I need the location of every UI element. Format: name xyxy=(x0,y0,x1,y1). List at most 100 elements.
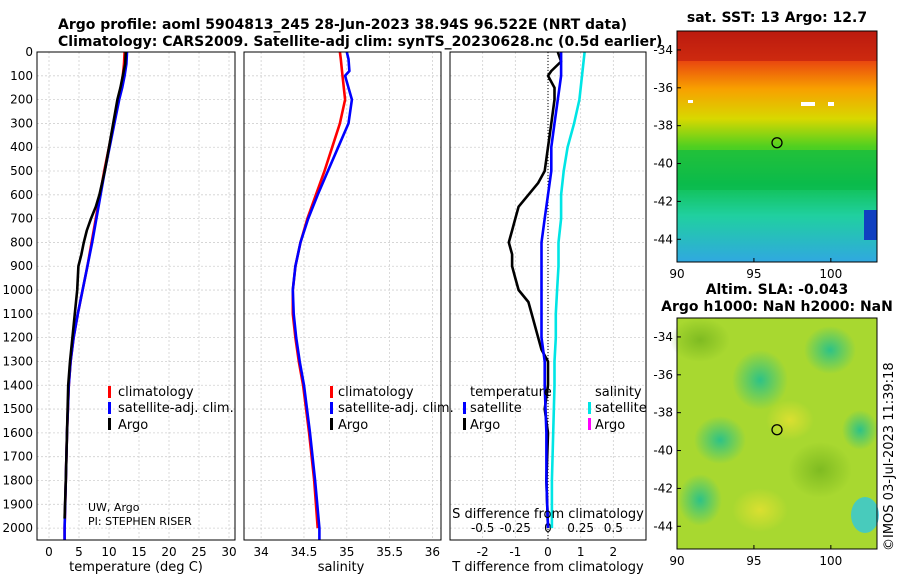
sst-cold-patch xyxy=(864,210,877,240)
map-lat-label: -38 xyxy=(653,119,673,133)
sla-eddy xyxy=(670,318,730,362)
plot-frame xyxy=(243,51,442,541)
x-tick-label: 2 xyxy=(610,545,618,559)
y-tick-label: 1500 xyxy=(2,402,33,416)
y-tick-label: 700 xyxy=(10,212,33,226)
salinity-legend: climatology satellite-adj. clim. Argo xyxy=(330,385,454,433)
x-tick-label: 15 xyxy=(131,545,146,559)
sst-missing-data xyxy=(828,102,834,106)
figure-title-line2: Climatology: CARS2009. Satellite-adj cli… xyxy=(58,34,662,50)
map-lon-label: 95 xyxy=(746,267,761,281)
y-tick-label: 800 xyxy=(10,235,33,249)
y-tick-label: 200 xyxy=(10,93,33,107)
y-tick-label: 2000 xyxy=(2,521,33,535)
sla-eddy xyxy=(851,497,879,533)
temperature-legend: climatology satellite-adj. clim. Argo xyxy=(108,385,234,433)
legend-swatch-satellite xyxy=(330,402,333,414)
legend-salinity-title: salinity xyxy=(595,385,642,400)
legend-satellite: satellite-adj. clim. xyxy=(338,401,454,416)
temperature-axis-label: temperature (deg C) xyxy=(69,560,203,575)
y-tick-label: 1600 xyxy=(2,426,33,440)
map-lat-label: -36 xyxy=(653,368,673,382)
y-tick-label: 0 xyxy=(25,45,33,59)
y-tick-label: 900 xyxy=(10,259,33,273)
legend-t-satellite: satellite xyxy=(470,401,522,416)
y-tick-label: 100 xyxy=(10,69,33,83)
x-tick-label: 5 xyxy=(75,545,83,559)
sla-eddy xyxy=(694,416,746,464)
map-lat-label: -42 xyxy=(653,481,673,495)
y-tick-label: 1000 xyxy=(2,283,33,297)
legend-climatology: climatology xyxy=(118,385,194,400)
sst-map xyxy=(676,30,878,263)
sla-eddy xyxy=(788,442,852,498)
legend-temperature-title: temperature xyxy=(470,385,552,400)
legend-swatch-climatology xyxy=(330,386,333,398)
legend-s-satellite: satellite xyxy=(595,401,647,416)
y-tick-label: 400 xyxy=(10,140,33,154)
series-line-satellite-t xyxy=(540,52,563,529)
pi-annotation: PI: STEPHEN RISER xyxy=(88,515,192,528)
sst-map-title: sat. SST: 13 Argo: 12.7 xyxy=(687,10,867,26)
map-lat-label: -36 xyxy=(653,81,673,95)
map-lat-label: -44 xyxy=(653,519,673,533)
s-tick-label: 0.5 xyxy=(604,521,623,535)
sla-eddy xyxy=(804,326,856,374)
sst-warm-band xyxy=(677,31,877,61)
sla-map-title-line2: Argo h1000: NaN h2000: NaN xyxy=(661,299,893,315)
y-tick-label: 1300 xyxy=(2,354,33,368)
salinity-profile-panel: 34 34.5 35 35.5 36 xyxy=(243,51,442,559)
legend-swatch-s-argo xyxy=(588,418,591,430)
series-line-climatology xyxy=(63,51,126,540)
series-line-argo-t xyxy=(507,51,563,529)
plot-frame xyxy=(36,51,236,541)
x-tick-label: 10 xyxy=(101,545,116,559)
y-tick-label: 600 xyxy=(10,188,33,202)
sla-eddy xyxy=(732,350,788,410)
map-lat-label: -38 xyxy=(653,406,673,420)
legend-swatch-argo xyxy=(330,418,333,430)
map-lat-label: -40 xyxy=(653,444,673,458)
y-tick-label: 1900 xyxy=(2,497,33,511)
series-line-satellite-s xyxy=(550,51,586,529)
series-line-satellite-adj-clim- xyxy=(63,51,129,540)
map-lat-label: -34 xyxy=(653,43,673,57)
s-tick-label: 0.25 xyxy=(567,521,594,535)
map-lat-label: -40 xyxy=(653,157,673,171)
plot-frame xyxy=(449,51,647,541)
s-tick-label: -0.25 xyxy=(500,521,531,535)
legend-swatch-s-satellite xyxy=(588,402,591,414)
map-lon-label: 100 xyxy=(819,554,842,568)
x-tick-label: 34 xyxy=(253,545,268,559)
series-line-satellite-adj-clim- xyxy=(291,51,354,540)
map-lon-label: 90 xyxy=(669,267,684,281)
legend-argo: Argo xyxy=(338,418,368,433)
x-tick-label: 20 xyxy=(161,545,176,559)
sst-map-axes: 90 95 100 -34 -36 -38 -40 -42 -44 xyxy=(653,43,842,281)
salinity-axis-label: salinity xyxy=(318,560,365,575)
y-tick-label: 500 xyxy=(10,164,33,178)
x-tick-label: 30 xyxy=(221,545,236,559)
legend-swatch-t-argo xyxy=(463,418,466,430)
legend-t-argo: Argo xyxy=(470,418,500,433)
temperature-profile-panel: 0100200300400500600700800900100011001200… xyxy=(2,45,236,559)
legend-swatch-satellite xyxy=(108,402,111,414)
sst-map-frame xyxy=(676,30,878,263)
x-tick-label: 25 xyxy=(191,545,206,559)
sla-map xyxy=(670,317,879,550)
s-difference-axis-label: S difference from climatology xyxy=(452,507,644,522)
map-lon-label: 95 xyxy=(746,554,761,568)
legend-swatch-climatology xyxy=(108,386,111,398)
map-lat-label: -44 xyxy=(653,232,673,246)
x-tick-label: 35 xyxy=(339,545,354,559)
x-tick-label: 34.5 xyxy=(291,545,318,559)
y-tick-label: 1200 xyxy=(2,331,33,345)
y-tick-label: 300 xyxy=(10,116,33,130)
map-lon-label: 90 xyxy=(669,554,684,568)
legend-swatch-t-satellite xyxy=(463,402,466,414)
legend-climatology: climatology xyxy=(338,385,414,400)
x-tick-label: 36 xyxy=(425,545,440,559)
sla-eddy xyxy=(842,410,878,450)
imos-timestamp: ©IMOS 03-Jul-2023 11:39:18 xyxy=(882,362,897,551)
y-tick-label: 1800 xyxy=(2,473,33,487)
